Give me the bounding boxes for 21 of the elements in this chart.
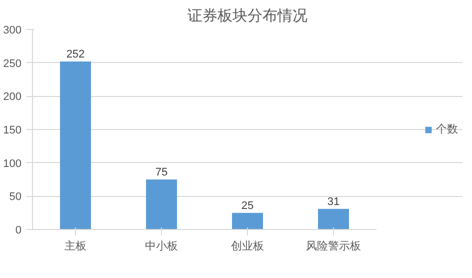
chart-title: 证券板块分布情况: [188, 8, 308, 24]
y-tick-label: 300: [3, 24, 22, 36]
y-tick-label: 50: [9, 191, 22, 204]
y-tick-label: 150: [3, 124, 22, 136]
data-label: 75: [155, 166, 168, 178]
y-tick-label: 0: [15, 224, 22, 236]
bar: [232, 212, 263, 230]
y-tick-label: 200: [3, 91, 22, 104]
bar: [146, 180, 177, 230]
x-tick-label: 主板: [64, 240, 86, 252]
data-label: 31: [327, 196, 340, 208]
x-tick-label: 创业板: [231, 240, 264, 252]
y-tick-label: 100: [3, 158, 22, 170]
bar: [318, 208, 349, 230]
x-tick-label: 风险警示板: [306, 240, 361, 252]
x-tick-label: 中小板: [145, 240, 178, 252]
bar: [60, 62, 91, 230]
legend-label: 个数: [436, 122, 458, 136]
data-label: 252: [66, 48, 85, 60]
y-tick-label: 250: [3, 58, 22, 70]
data-label: 25: [241, 200, 254, 212]
